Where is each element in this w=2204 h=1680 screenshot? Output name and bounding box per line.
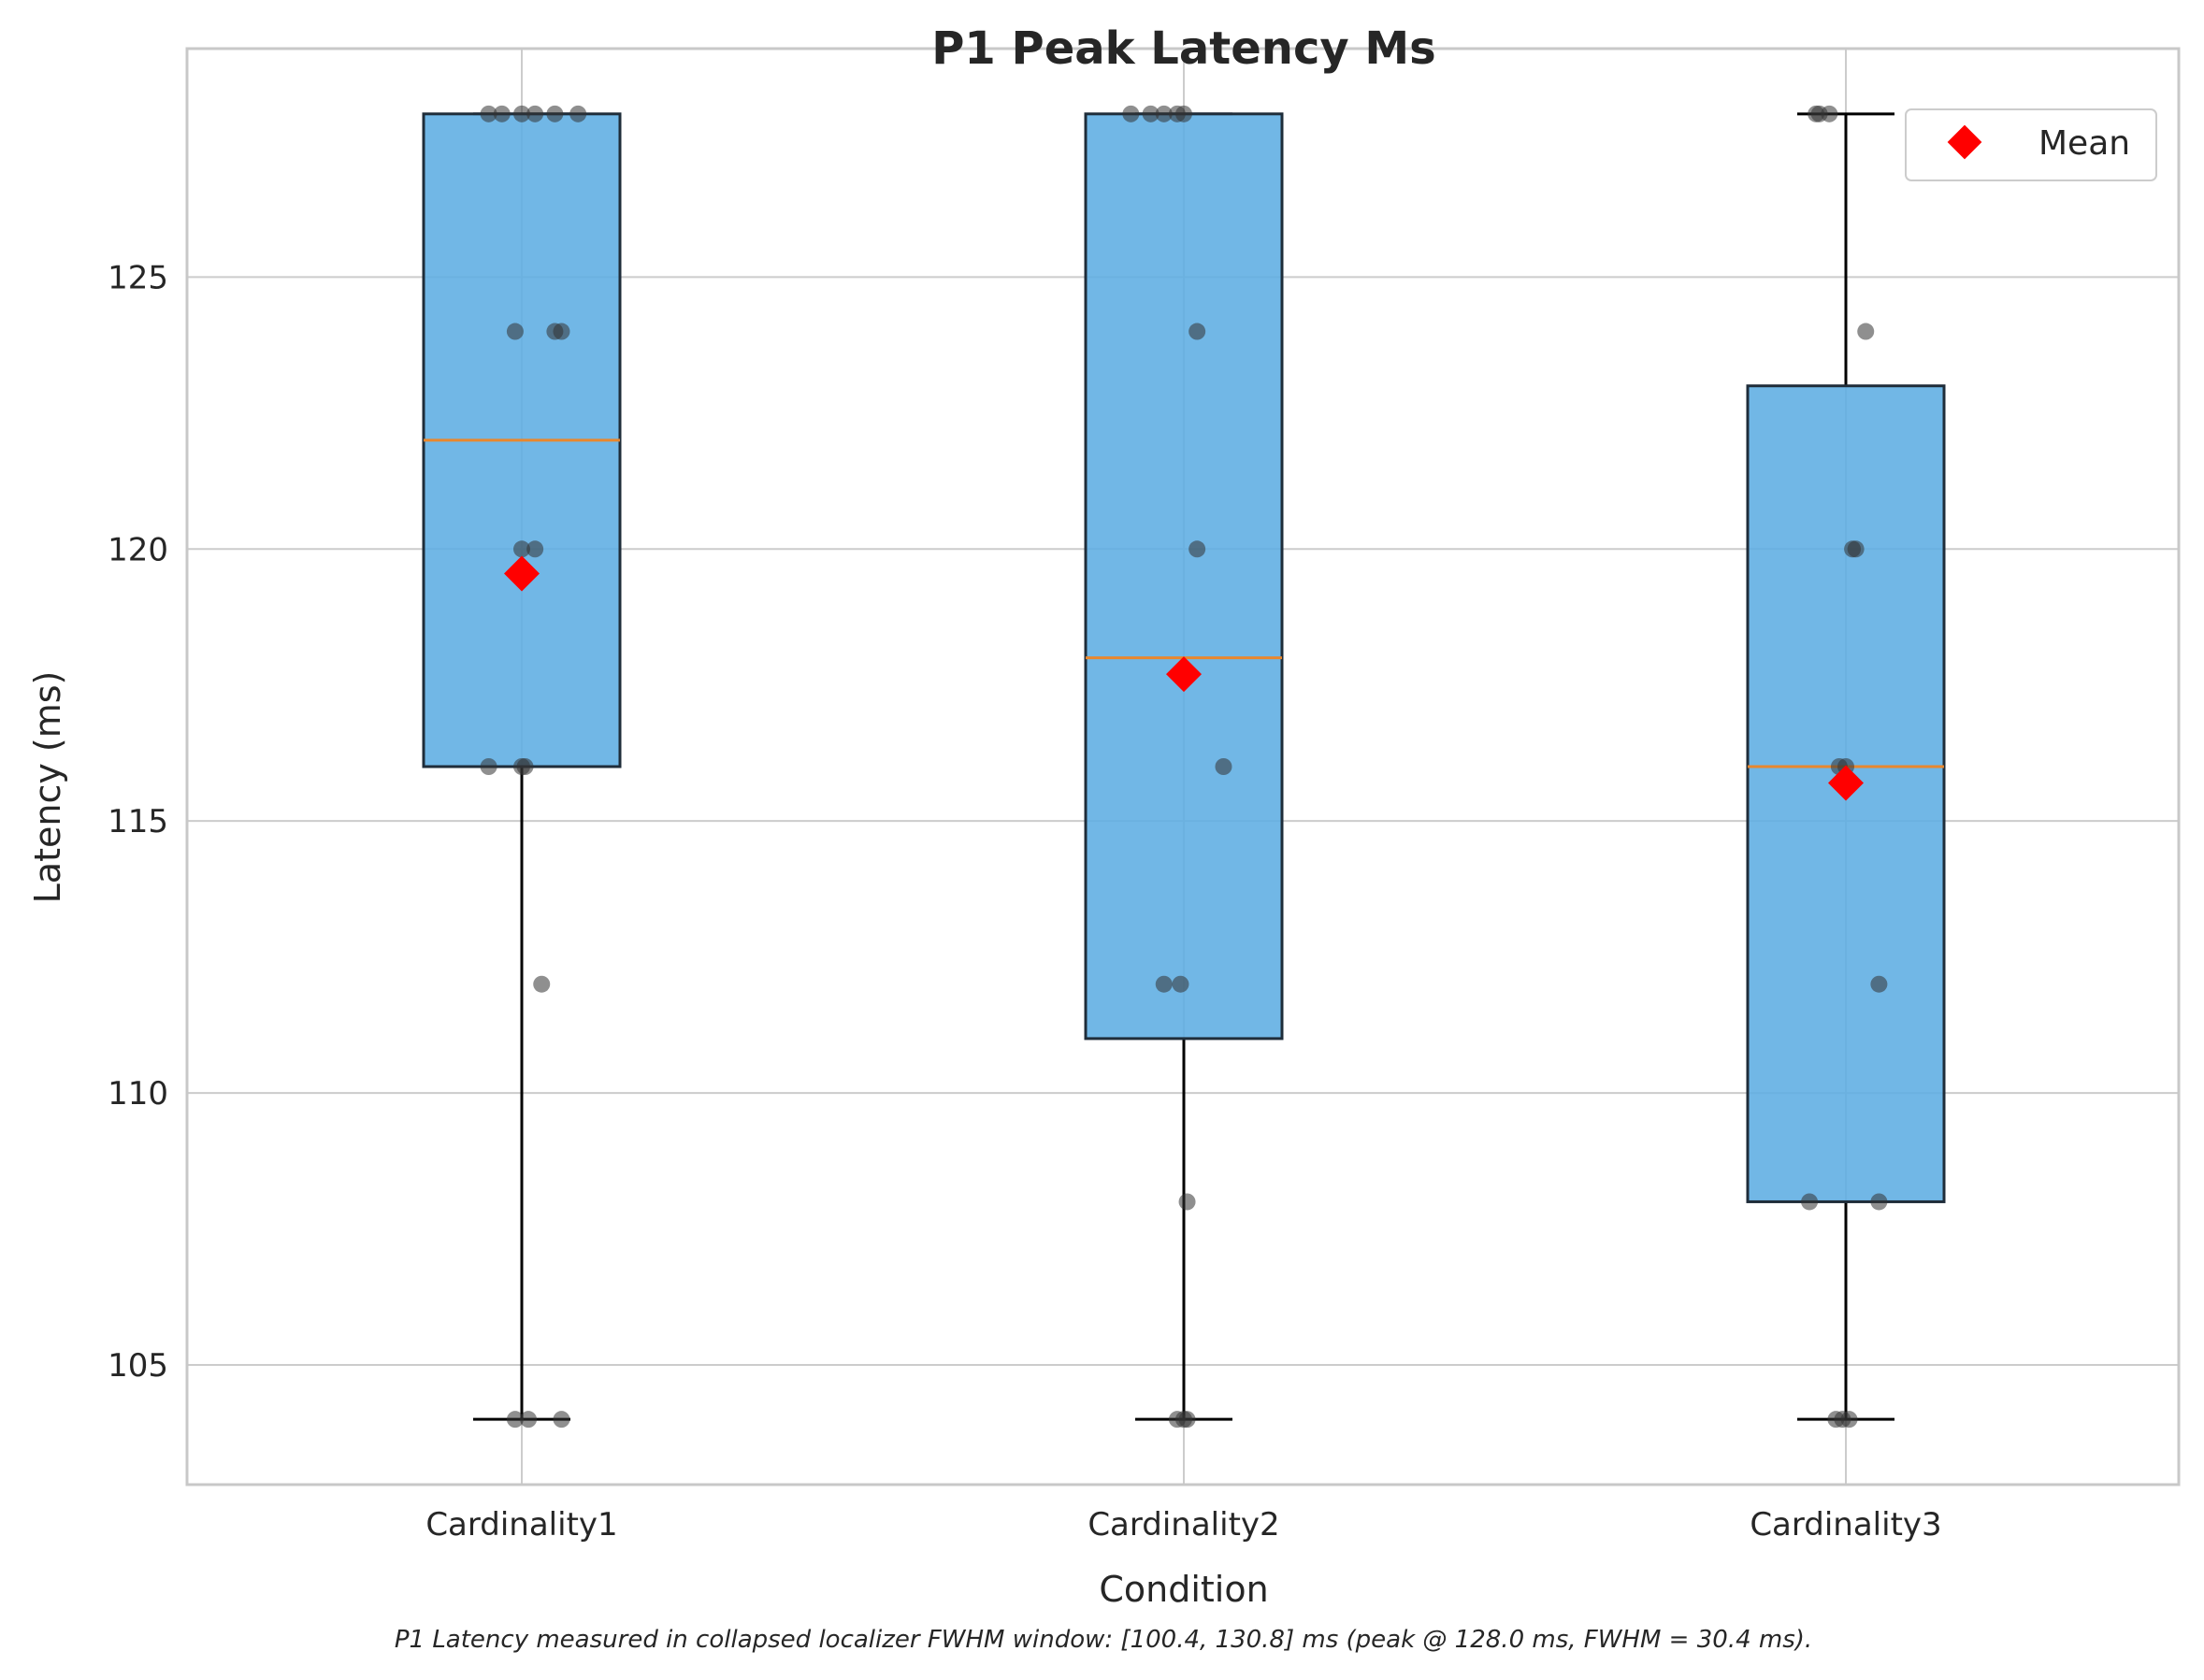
data-point <box>1155 975 1173 993</box>
data-point <box>1142 105 1160 122</box>
y-tick-label: 110 <box>108 1075 168 1113</box>
x-tick-label: Cardinality3 <box>1750 1506 1941 1544</box>
data-point <box>1172 975 1189 993</box>
data-point <box>1122 105 1140 122</box>
mean-markers <box>504 555 1864 801</box>
data-point <box>1175 105 1192 122</box>
mean-marker <box>1166 656 1202 693</box>
data-point <box>1178 1193 1196 1211</box>
y-tick-label: 125 <box>108 259 168 296</box>
data-point <box>506 323 524 340</box>
data-point <box>1188 323 1206 340</box>
data-point <box>526 105 544 122</box>
mean-marker <box>504 555 540 592</box>
data-point <box>516 758 534 775</box>
x-axis-label: Condition <box>1099 1569 1268 1610</box>
legend-label-mean: Mean <box>2038 124 2130 163</box>
chart-title: P1 Peak Latency Ms <box>931 22 1435 75</box>
chart-caption: P1 Latency measured in collapsed localiz… <box>395 1626 1812 1654</box>
data-point <box>1870 975 1888 993</box>
legend: Mean <box>1905 108 2157 181</box>
data-point <box>1155 105 1173 122</box>
data-point <box>1178 1411 1196 1429</box>
y-tick-label: 105 <box>108 1347 168 1385</box>
data-point <box>1857 323 1875 340</box>
data-point <box>569 105 587 122</box>
data-point <box>553 1411 570 1429</box>
data-point <box>1840 1411 1858 1429</box>
data-point <box>526 540 544 558</box>
data-point <box>493 105 511 122</box>
x-tick-label: Cardinality1 <box>425 1506 617 1544</box>
data-point <box>480 758 497 775</box>
data-point <box>1215 758 1232 775</box>
data-point <box>553 323 570 340</box>
y-axis-label: Latency (ms) <box>27 671 68 904</box>
data-point <box>506 1411 524 1429</box>
data-point <box>520 1411 538 1429</box>
data-point <box>533 975 551 993</box>
box-body <box>1084 112 1284 1041</box>
legend-mean-marker <box>1947 124 1982 160</box>
y-tick-label: 115 <box>108 803 168 840</box>
legend-box <box>1905 108 2157 181</box>
x-axis-ticks: Cardinality1 Cardinality2 Cardinality3 <box>425 1506 1941 1544</box>
y-axis-ticks: 105 110 115 120 125 <box>108 259 168 1385</box>
data-point <box>1801 1193 1819 1211</box>
data-point <box>546 105 564 122</box>
data-point <box>480 105 497 122</box>
data-point <box>513 105 530 122</box>
data-point <box>1870 1193 1888 1211</box>
data-point <box>513 540 530 558</box>
data-point <box>1821 105 1838 122</box>
plot-frame <box>185 47 2181 1486</box>
mean-marker <box>1828 765 1864 801</box>
box-plots <box>422 112 1946 1421</box>
x-tick-label: Cardinality2 <box>1088 1506 1279 1544</box>
y-tick-label: 120 <box>108 531 168 568</box>
data-point <box>1188 540 1206 558</box>
data-point <box>1847 540 1865 558</box>
